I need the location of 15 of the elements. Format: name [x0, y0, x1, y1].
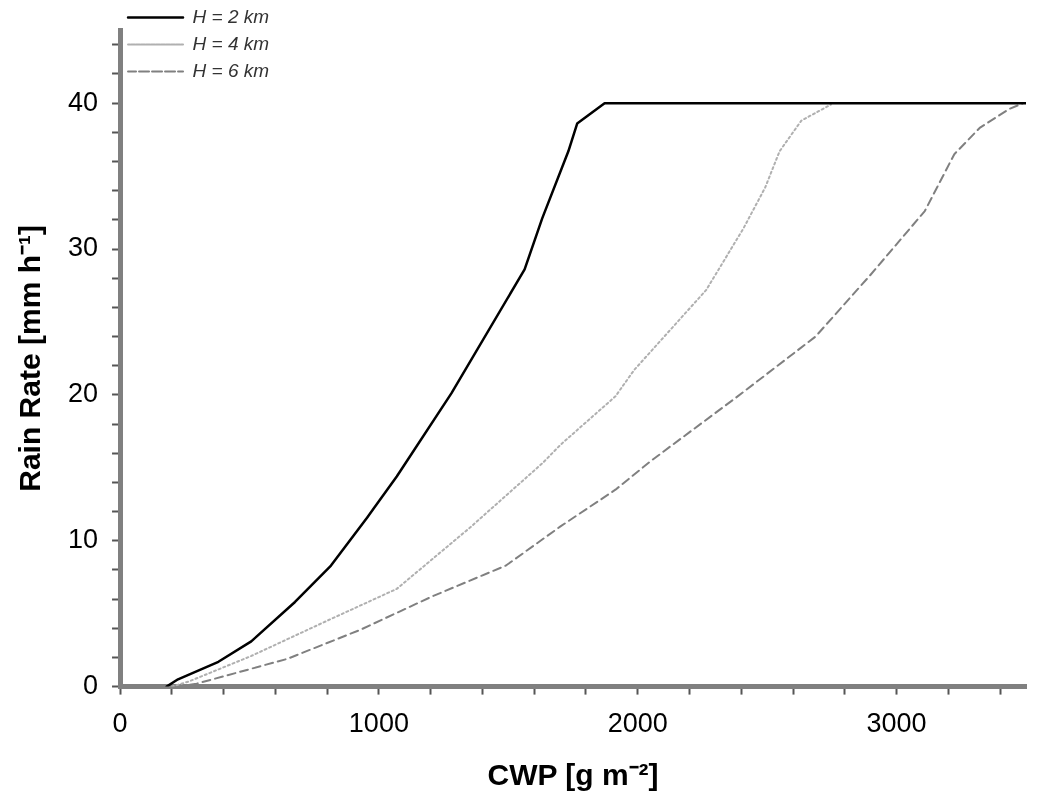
x-tick-label: 2000 [607, 708, 668, 739]
y-tick-label: 30 [67, 232, 99, 263]
y-axis-title: Rain Rate [mm h⁻¹] [13, 225, 47, 492]
y-tick-label: 20 [67, 378, 99, 409]
y-tick-label: 10 [67, 524, 99, 555]
y-tick-label: 0 [83, 670, 99, 701]
x-tick-label: 3000 [866, 708, 927, 739]
legend-label: H = 2 km [192, 5, 270, 27]
y-tick-label: 40 [67, 86, 99, 117]
line-series [170, 103, 832, 687]
x-tick-label: 0 [112, 708, 128, 739]
x-axis-title: CWP [g m⁻²] [487, 758, 659, 792]
legend-label: H = 4 km [192, 32, 270, 54]
legend-label: H = 6 km [192, 59, 270, 81]
x-tick-label: 1000 [348, 708, 409, 739]
